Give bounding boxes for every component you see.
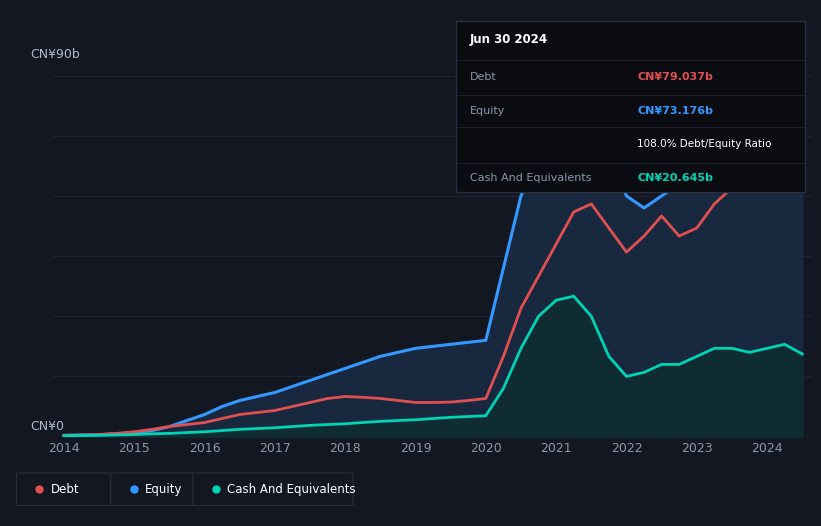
Text: CN¥0: CN¥0 [30, 420, 65, 433]
FancyBboxPatch shape [111, 473, 197, 505]
FancyBboxPatch shape [193, 473, 353, 505]
Text: CN¥90b: CN¥90b [30, 48, 80, 61]
Text: CN¥73.176b: CN¥73.176b [637, 106, 713, 116]
Text: Debt: Debt [51, 483, 80, 495]
Text: Jun 30 2024: Jun 30 2024 [470, 33, 548, 46]
FancyBboxPatch shape [16, 473, 111, 505]
Text: CN¥20.645b: CN¥20.645b [637, 173, 713, 184]
Text: 108.0% Debt/Equity Ratio: 108.0% Debt/Equity Ratio [637, 139, 772, 149]
Text: Cash And Equivalents: Cash And Equivalents [470, 173, 591, 184]
Text: Equity: Equity [145, 483, 183, 495]
Text: Equity: Equity [470, 106, 505, 116]
Text: Debt: Debt [470, 73, 497, 83]
Text: Cash And Equivalents: Cash And Equivalents [227, 483, 356, 495]
Text: CN¥79.037b: CN¥79.037b [637, 73, 713, 83]
